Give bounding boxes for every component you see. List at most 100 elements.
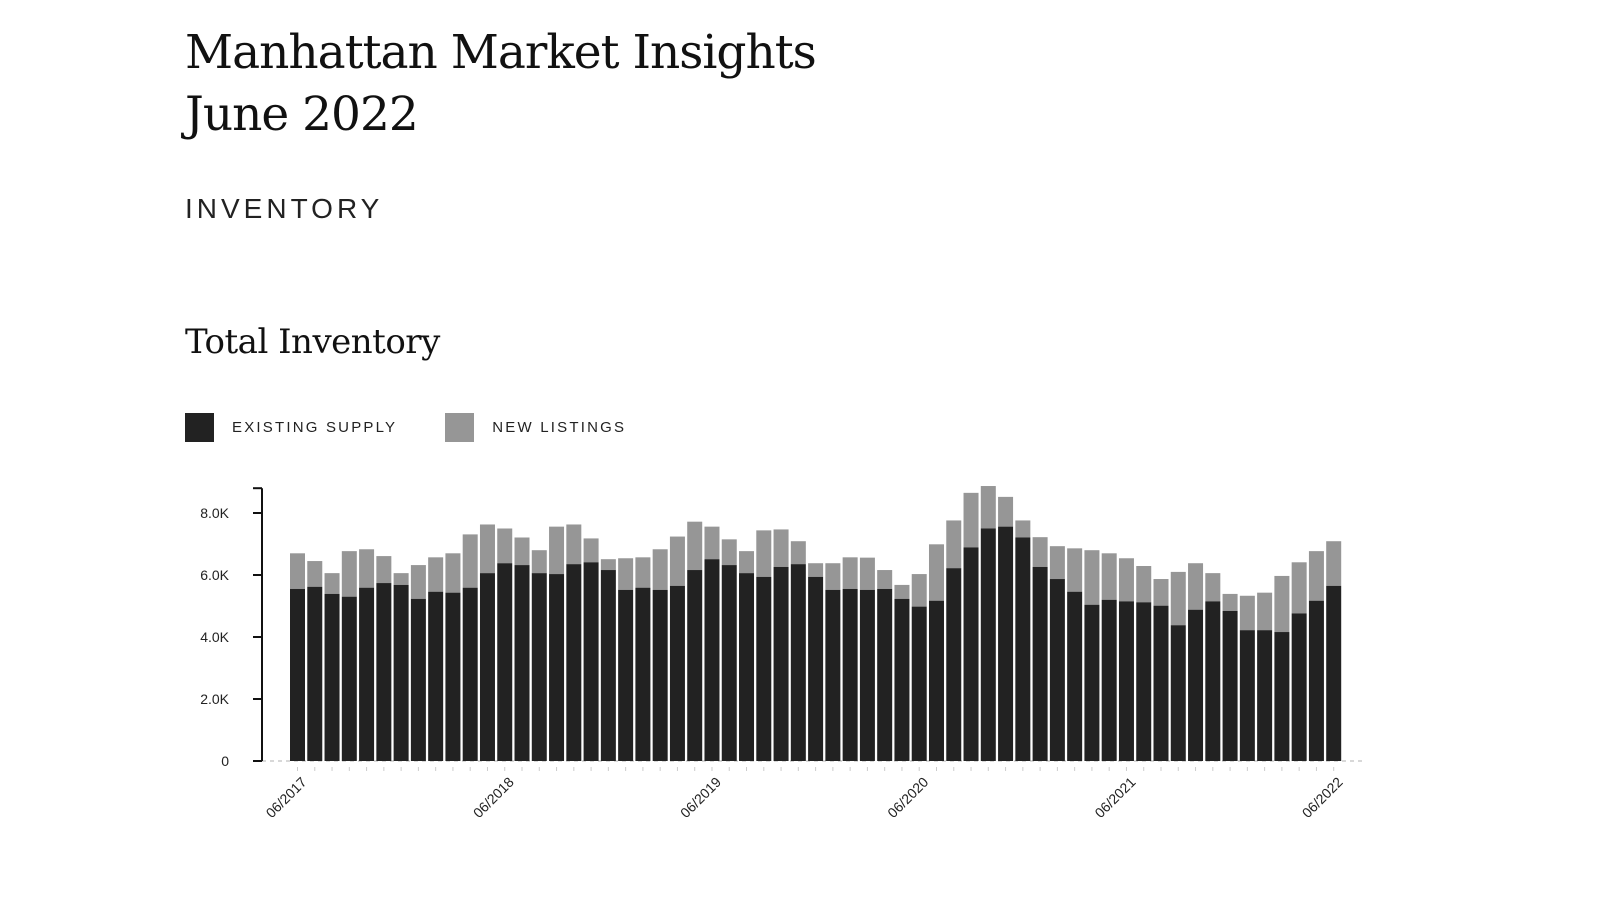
- legend-item-new-listings[interactable]: NEW LISTINGS: [445, 413, 626, 442]
- bar-new-listings: [652, 549, 668, 590]
- bar-new-listings: [1118, 558, 1134, 602]
- bar-existing-supply: [1222, 610, 1238, 761]
- bar-new-listings: [1291, 562, 1307, 614]
- bar-new-listings: [704, 526, 720, 560]
- bar-new-listings: [549, 526, 565, 575]
- bar-new-listings: [1326, 541, 1342, 586]
- x-tick-label: 06/2020: [884, 774, 931, 821]
- bar-existing-supply: [842, 588, 858, 761]
- bar-new-listings: [410, 565, 426, 599]
- bar-existing-supply: [1257, 630, 1273, 761]
- y-tick-label: 8.0K: [200, 505, 229, 521]
- bar-existing-supply: [894, 598, 910, 761]
- bar-new-listings: [428, 557, 444, 592]
- legend-swatch-existing: [185, 413, 214, 442]
- bar-new-listings: [1170, 571, 1186, 626]
- bar-existing-supply: [1049, 579, 1065, 761]
- bar-new-listings: [1308, 551, 1324, 601]
- bar-existing-supply: [635, 587, 651, 761]
- bar-new-listings: [445, 553, 461, 593]
- y-tick-label: 2.0K: [200, 691, 229, 707]
- bar-existing-supply: [531, 573, 547, 761]
- bar-new-listings: [1136, 566, 1152, 603]
- bar-new-listings: [341, 551, 357, 597]
- x-tick-label: 06/2021: [1091, 774, 1138, 821]
- bar-existing-supply: [808, 576, 824, 761]
- bar-new-listings: [376, 556, 392, 584]
- bar-existing-supply: [790, 564, 806, 761]
- bar-existing-supply: [618, 589, 634, 761]
- bar-new-listings: [583, 538, 599, 563]
- chart-title: Total Inventory: [185, 322, 440, 362]
- bar-existing-supply: [1326, 585, 1342, 761]
- bar-new-listings: [859, 557, 875, 590]
- bar-new-listings: [928, 544, 944, 601]
- x-tick-label: 06/2022: [1299, 774, 1346, 821]
- bar-existing-supply: [583, 562, 599, 761]
- bar-existing-supply: [877, 588, 893, 761]
- bar-existing-supply: [1015, 537, 1031, 761]
- chart-legend: EXISTING SUPPLY NEW LISTINGS: [185, 413, 674, 442]
- bar-existing-supply: [307, 586, 323, 761]
- bar-existing-supply: [514, 565, 530, 761]
- bar-new-listings: [514, 537, 530, 566]
- bar-existing-supply: [324, 593, 340, 761]
- bar-new-listings: [842, 557, 858, 589]
- x-tick-label: 06/2019: [677, 774, 724, 821]
- bar-new-listings: [1015, 520, 1031, 538]
- bar-new-listings: [1049, 546, 1065, 580]
- bar-new-listings: [1101, 553, 1117, 600]
- bar-existing-supply: [963, 547, 979, 761]
- bar-new-listings: [946, 520, 962, 569]
- bar-new-listings: [566, 524, 582, 565]
- page-title: Manhattan Market Insights June 2022: [185, 22, 817, 146]
- legend-item-existing-supply[interactable]: EXISTING SUPPLY: [185, 413, 397, 442]
- bar-existing-supply: [410, 598, 426, 761]
- bar-existing-supply: [928, 600, 944, 761]
- bar-new-listings: [963, 492, 979, 548]
- bar-existing-supply: [773, 566, 789, 761]
- bar-new-listings: [635, 557, 651, 588]
- bar-existing-supply: [687, 570, 703, 761]
- bar-existing-supply: [1188, 609, 1204, 761]
- bar-existing-supply: [1118, 601, 1134, 761]
- x-tick-label: 06/2018: [470, 774, 517, 821]
- bar-new-listings: [894, 584, 910, 599]
- bar-existing-supply: [479, 573, 495, 761]
- bar-new-listings: [618, 558, 634, 590]
- bar-new-listings: [1188, 563, 1204, 610]
- bar-existing-supply: [704, 559, 720, 761]
- bar-existing-supply: [652, 589, 668, 761]
- bar-existing-supply: [1084, 604, 1100, 761]
- bar-existing-supply: [376, 583, 392, 761]
- bar-existing-supply: [946, 568, 962, 761]
- x-tick-label: 06/2017: [263, 774, 310, 821]
- bar-new-listings: [980, 486, 996, 529]
- bar-new-listings: [790, 541, 806, 565]
- bar-existing-supply: [1153, 605, 1169, 761]
- title-line-1: Manhattan Market Insights: [185, 25, 817, 80]
- bar-new-listings: [600, 559, 616, 571]
- bar-new-listings: [1032, 537, 1048, 567]
- bar-existing-supply: [1101, 599, 1117, 761]
- legend-label: NEW LISTINGS: [492, 419, 627, 436]
- bar-new-listings: [877, 570, 893, 589]
- bar-new-listings: [497, 528, 513, 564]
- title-line-2: June 2022: [185, 87, 419, 142]
- legend-swatch-new: [445, 413, 475, 442]
- bar-new-listings: [669, 536, 685, 586]
- bar-new-listings: [307, 561, 323, 587]
- bar-existing-supply: [393, 584, 409, 761]
- bar-existing-supply: [1032, 566, 1048, 761]
- bar-existing-supply: [859, 589, 875, 761]
- bar-existing-supply: [739, 573, 755, 761]
- bar-existing-supply: [462, 587, 478, 761]
- bar-new-listings: [1239, 595, 1255, 631]
- bar-new-listings: [1274, 575, 1290, 633]
- bar-existing-supply: [1205, 601, 1221, 761]
- bar-existing-supply: [566, 564, 582, 761]
- bar-existing-supply: [600, 570, 616, 761]
- bar-existing-supply: [721, 565, 737, 761]
- y-tick-label: 4.0K: [200, 629, 229, 645]
- bar-existing-supply: [1170, 625, 1186, 761]
